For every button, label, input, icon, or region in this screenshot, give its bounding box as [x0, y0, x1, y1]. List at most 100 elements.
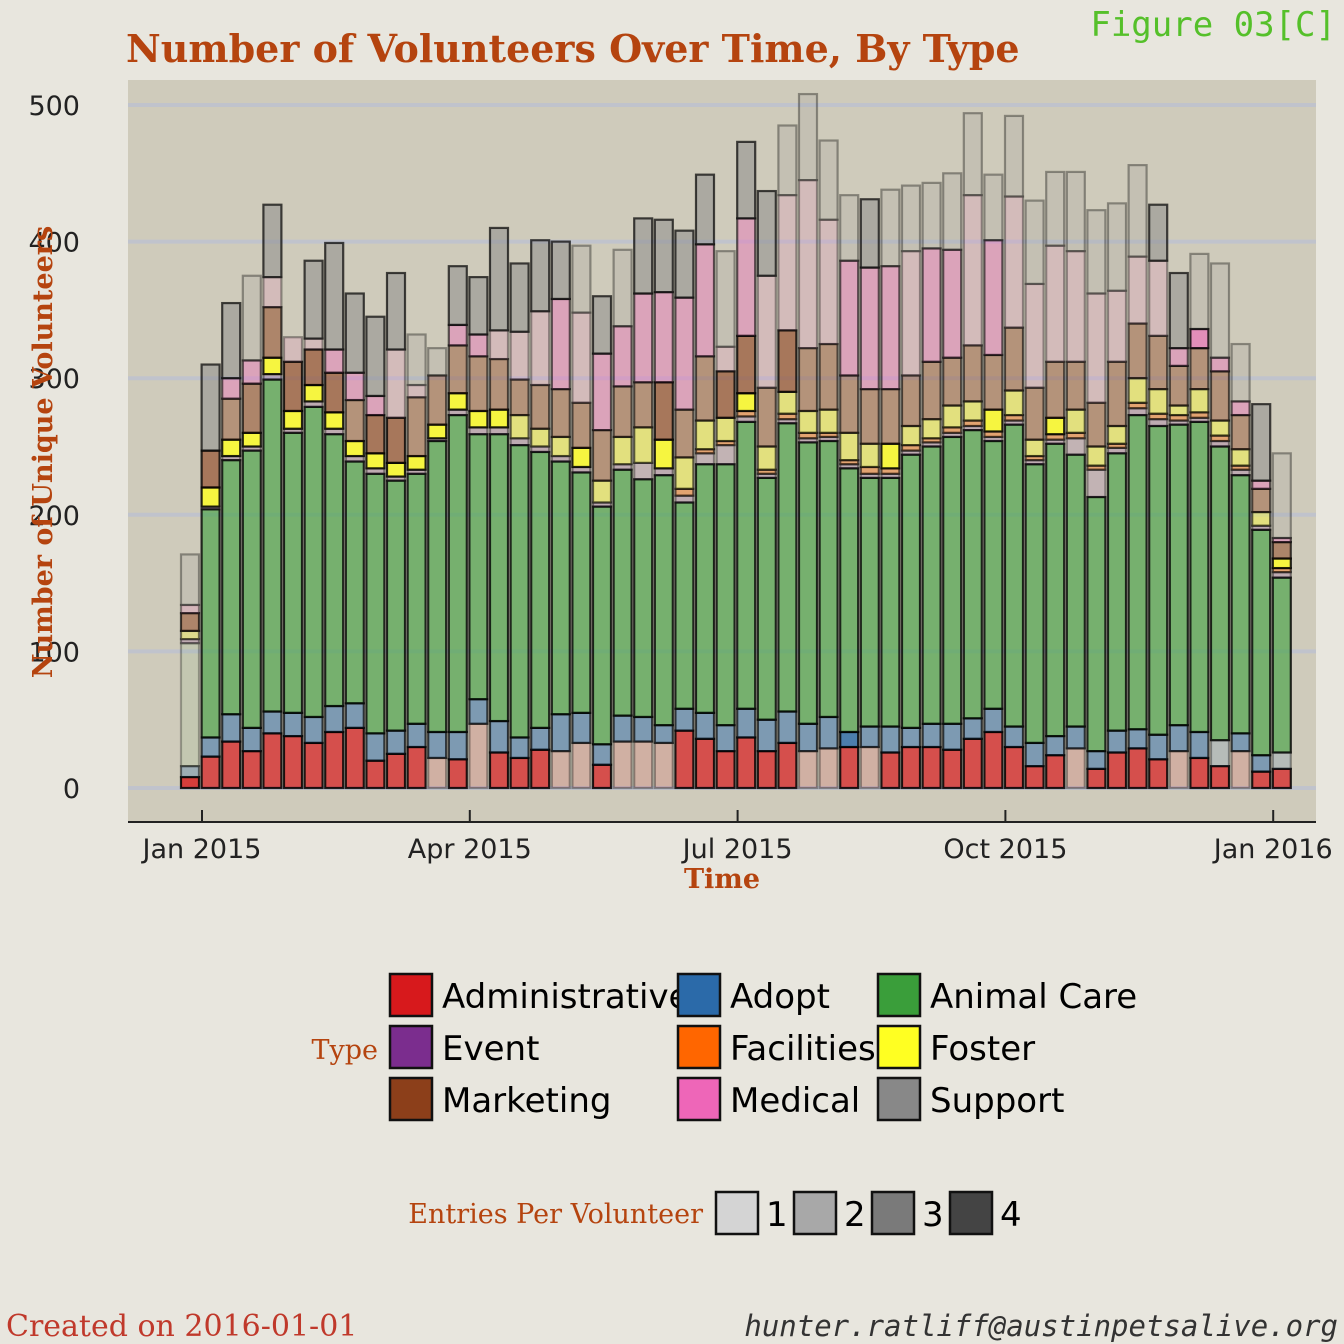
bar-segment-adopt: [797, 722, 819, 753]
bar-segment-adopt: [241, 726, 262, 753]
bar-segment-medical: [241, 359, 262, 385]
bar-segment-marketing: [550, 388, 571, 439]
bar-segment-medical: [324, 348, 345, 374]
bar-segment-medical: [365, 394, 386, 417]
bar-segment-medical: [859, 266, 880, 391]
bar-segment-foster: [1209, 419, 1231, 437]
bar-segment-marketing: [1189, 347, 1210, 391]
bar-segment-administrative: [591, 763, 613, 790]
legend-swatch: [388, 1076, 434, 1122]
bar-segment-marketing: [1271, 541, 1292, 560]
bar-segment-support: [715, 250, 736, 348]
bar-segment-foster: [1251, 510, 1272, 527]
bar-segment-marketing: [900, 374, 922, 428]
bar-segment-administrative: [303, 741, 324, 790]
bar-segment-administrative: [633, 740, 654, 790]
entries-label: 4: [1000, 1195, 1022, 1235]
bar-segment-foster: [880, 442, 901, 470]
bar-segment-marketing: [1148, 334, 1169, 391]
bar-segment-medical: [1168, 347, 1189, 368]
bar-segment-adopt: [715, 724, 736, 753]
bar-segment-foster: [1045, 416, 1066, 436]
bar-segment-administrative: [1086, 767, 1107, 790]
bar-segment-administrative: [900, 745, 922, 790]
bar-segment-animal-care: [653, 474, 674, 727]
bar-segment-marketing: [427, 374, 448, 426]
author-email: hunter.ratliff@austinpetsalive.org: [744, 1309, 1338, 1343]
bar-segment-medical: [942, 248, 963, 359]
bar-segment-adopt: [1024, 741, 1045, 768]
bar-segment-animal-care: [839, 467, 860, 734]
bar-segment-medical: [509, 330, 530, 381]
bar-segment-medical: [179, 603, 201, 615]
bar-segment-support: [1106, 202, 1128, 292]
bar-segment-support: [983, 173, 1004, 242]
y-tick-label: 400: [28, 228, 80, 259]
bar-segment-animal-care: [1065, 453, 1086, 728]
bar-segment-administrative: [427, 756, 448, 790]
bar-segment-administrative: [942, 748, 963, 790]
bar-segment-medical: [447, 323, 468, 347]
bar-segment-animal-care: [1251, 528, 1272, 757]
bar-segment-foster: [736, 392, 757, 413]
bar-segment-foster: [900, 424, 922, 447]
bar-segment-adopt: [962, 717, 983, 740]
bar-segment-marketing: [653, 381, 674, 441]
bar-segment-animal-care: [674, 501, 695, 710]
bar-segment-marketing: [221, 397, 242, 441]
bar-segment-foster: [221, 438, 242, 458]
bar-segment-adopt: [900, 726, 922, 749]
bar-segment-adopt: [1168, 724, 1189, 753]
bar-segment-marketing: [715, 370, 736, 419]
bar-segment-adopt: [1106, 729, 1128, 754]
entries-legend-title: Entries Per Volunteer: [408, 1199, 703, 1230]
bar-segment-animal-care: [1209, 445, 1231, 742]
bar-segment-adopt: [571, 711, 592, 745]
bar-segment-administrative: [1127, 747, 1148, 790]
bar-segment-medical: [571, 311, 592, 404]
bar-segment-marketing: [1045, 360, 1066, 419]
bar-segment-support: [1251, 403, 1272, 482]
bar-segment-administrative: [1148, 758, 1169, 790]
y-tick-label: 100: [28, 637, 80, 668]
bar-segment-administrative: [344, 726, 365, 790]
bar-segment-foster: [1106, 424, 1128, 445]
legend-label: Administrative: [442, 977, 689, 1017]
bar-segment-support: [200, 363, 221, 452]
bar-segment-administrative: [756, 750, 777, 790]
bar-segment-support: [1209, 262, 1231, 359]
bar-segment-adopt: [530, 726, 551, 751]
bar-segment-administrative: [221, 740, 242, 790]
bar-segment-medical: [818, 218, 839, 346]
bar-segment-administrative: [777, 741, 798, 790]
bar-segment-animal-care: [365, 472, 386, 735]
legend-swatch: [676, 972, 722, 1018]
bar-segment-animal-care: [1189, 420, 1210, 734]
bar-segment-medical: [344, 371, 365, 402]
bar-segment-foster: [1189, 388, 1210, 414]
bar-segment-medical: [406, 383, 427, 399]
bar-segment-marketing: [1106, 360, 1128, 428]
bar-segment-support: [797, 92, 819, 182]
bar-segment-foster: [1024, 438, 1045, 458]
bar-segment-marketing: [1127, 322, 1148, 380]
bar-segment-adopt: [633, 715, 654, 743]
bar-segment-medical: [674, 296, 695, 411]
bar-segment-administrative: [571, 741, 592, 790]
bar-segment-animal-care: [241, 449, 262, 729]
bar-segment-medical: [797, 179, 819, 350]
bar-segment-administrative: [1251, 770, 1272, 790]
bar-segment-foster: [818, 408, 839, 434]
y-tick-labels: 0 100 200 300 400 500: [28, 91, 80, 805]
bar-segment-foster: [385, 461, 407, 478]
bar-segment-support: [385, 271, 407, 351]
bar-segment-event: [715, 444, 736, 466]
bar-segment-medical: [488, 329, 510, 361]
bar-segment-foster: [591, 479, 613, 504]
bar-segment-support: [303, 259, 324, 340]
bar-segment-adopt: [1209, 739, 1231, 768]
bar-segment-animal-care: [427, 439, 448, 734]
bar-segment-foster: [406, 454, 427, 471]
bar-segment-foster: [1148, 388, 1169, 415]
bar-segment-foster: [942, 404, 963, 429]
